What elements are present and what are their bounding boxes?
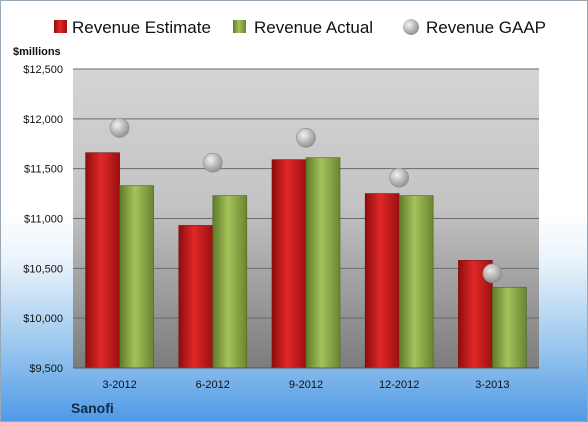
y-axis-ticks: $9,500 $10,000 $10,500 $11,000 $11,500 $12,00… [23,64,63,375]
legend: Revenue Estimate Revenue Actual Revenue … [54,18,546,37]
legend-label-gaap: Revenue GAAP [426,18,546,37]
point-revenue-gaap [296,127,316,148]
x-tick-label: 3-2013 [475,379,509,391]
legend-label-actual: Revenue Actual [254,18,373,37]
y-tick-label: $9,500 [29,363,63,375]
point-revenue-gaap [389,167,410,188]
legend-label-estimate: Revenue Estimate [72,18,211,37]
bar-revenue-estimate [364,193,400,369]
y-tick-label: $10,500 [23,263,63,275]
point-revenue-gaap [203,152,223,173]
point-revenue-gaap [109,118,130,138]
x-tick-label: 3-2012 [102,379,136,391]
y-tick-label: $11,500 [24,164,63,176]
y-tick-label: $10,000 [23,313,63,325]
x-tick-label: 6-2012 [196,379,230,391]
x-tick-label: 9-2012 [289,379,323,391]
bar-revenue-estimate [178,225,214,369]
bar-revenue-actual [119,185,154,369]
x-axis-labels: 3-2012 6-2012 9-2012 12-2012 3-2013 [102,379,509,391]
bar-revenue-actual [305,157,341,369]
bar-revenue-actual [398,195,434,369]
point-revenue-gaap [482,263,503,284]
company-name: Sanofi [71,400,114,416]
y-tick-label: $12,500 [23,64,63,76]
bar-revenue-actual [212,195,248,369]
legend-swatch-actual [233,20,246,33]
y-tick-label: $11,000 [24,214,63,226]
legend-swatch-gaap [403,19,419,35]
bar-revenue-actual [492,286,527,369]
legend-swatch-estimate [54,20,67,33]
y-axis-unit-label: $millions [13,46,61,58]
gaap-points [109,118,503,284]
bar-revenue-estimate [271,159,307,369]
y-tick-label: $12,000 [23,114,63,126]
bar-revenue-estimate [85,152,120,369]
x-tick-label: 12-2012 [379,379,419,391]
